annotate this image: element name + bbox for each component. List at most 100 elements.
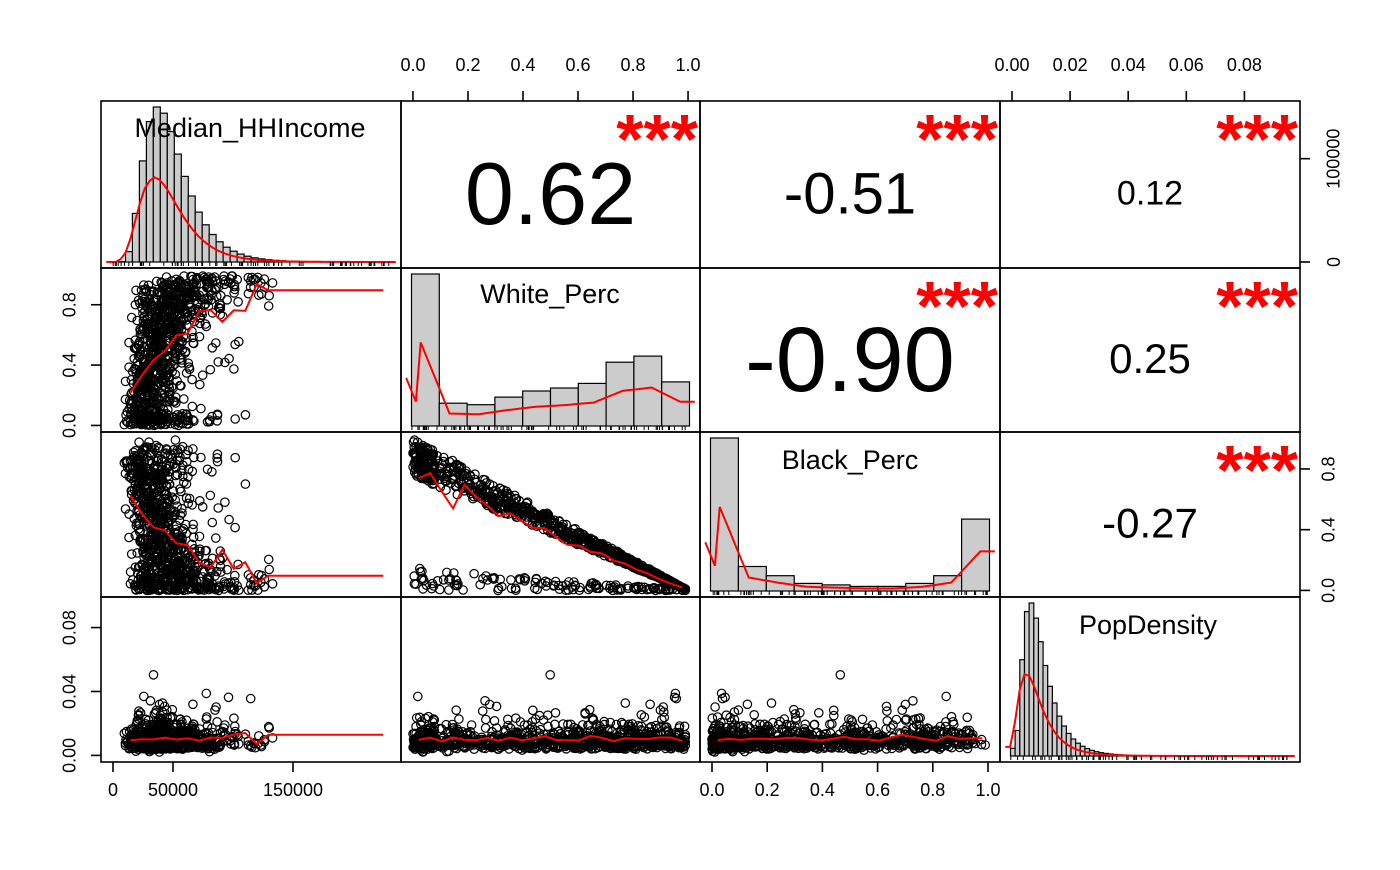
scatter-point — [154, 306, 165, 316]
scatter-point — [120, 376, 131, 387]
scatter-point — [212, 449, 223, 459]
scatter-point — [142, 482, 153, 493]
scatter-point — [139, 323, 149, 334]
scatter-point — [139, 280, 149, 290]
scatter-point — [147, 510, 157, 521]
scatter-point — [135, 374, 145, 384]
scatter-point — [174, 297, 184, 308]
scatter-point — [206, 295, 216, 305]
scatter-point — [185, 558, 196, 569]
scatter-point — [545, 669, 555, 680]
scatter-point — [188, 699, 198, 710]
scatter-point — [134, 339, 145, 350]
scatter-point — [120, 504, 131, 514]
scatter-point — [213, 357, 223, 367]
scatter-point — [131, 584, 141, 595]
scatter-point — [200, 319, 211, 329]
scatter-point — [183, 472, 193, 482]
scatter-point — [201, 688, 212, 699]
scatter-point — [153, 509, 164, 519]
scatter-point — [187, 401, 198, 412]
scatter-point — [163, 291, 174, 301]
scatter-point — [145, 695, 156, 706]
scatter-point — [142, 575, 153, 586]
scatter-point — [160, 392, 170, 403]
scatter-point — [502, 714, 513, 725]
scatter-point — [168, 459, 178, 470]
scatter-point — [177, 508, 187, 518]
scatter-point — [163, 353, 173, 363]
scatter-point — [147, 301, 157, 311]
scatter-point — [163, 509, 173, 520]
scatter-point — [146, 336, 156, 347]
scatter-point — [175, 353, 186, 363]
scatter-point — [169, 343, 180, 354]
scatter-point — [229, 279, 240, 290]
scatter-point — [147, 348, 157, 359]
scatter-point — [215, 303, 226, 314]
scatter-point — [223, 692, 234, 703]
scatter-point — [137, 560, 147, 571]
scatter-point — [469, 568, 479, 579]
scatter-point — [161, 448, 171, 458]
scatter-point — [205, 364, 216, 375]
scatter-point — [138, 474, 148, 484]
scatter-point — [188, 279, 198, 290]
scatter-point — [212, 453, 222, 463]
scatter-point — [124, 337, 134, 348]
scatter-point — [148, 286, 159, 296]
scatter-point — [132, 315, 142, 326]
scatter-point — [183, 358, 194, 368]
scatter-point — [224, 514, 234, 525]
scatter-point — [175, 510, 186, 520]
scatter-point — [200, 545, 211, 556]
scatter-point — [122, 456, 133, 466]
scatter-point — [135, 336, 145, 347]
scatter-point — [131, 473, 142, 483]
scatter-point — [174, 308, 185, 319]
scatter-point — [126, 549, 137, 559]
scatter-point — [264, 564, 274, 575]
scatter-point — [153, 555, 164, 566]
scatter-point — [164, 517, 174, 527]
scatter-point — [126, 312, 137, 323]
scatter-point — [142, 442, 153, 452]
scatter-point — [148, 463, 159, 474]
scatter-point — [120, 394, 131, 405]
scatter-point — [185, 302, 196, 313]
scatter-point — [134, 437, 144, 447]
scatter-point — [157, 461, 167, 472]
scatter-point — [267, 278, 278, 288]
scatter-point — [139, 543, 150, 554]
scatter-point — [205, 490, 216, 501]
scatter-point — [129, 580, 140, 590]
scatter-point — [199, 293, 210, 304]
scatter-point — [185, 282, 195, 293]
scatter-point — [412, 691, 423, 702]
smoother-line — [129, 282, 384, 394]
scatter-point — [170, 435, 181, 445]
scatter-point — [180, 556, 190, 567]
scatter-point — [181, 368, 192, 378]
scatter-point — [243, 585, 254, 595]
scatter-point — [169, 583, 180, 594]
scatter-point — [147, 538, 158, 548]
scatter-point — [835, 669, 846, 680]
scatter-point — [170, 470, 181, 481]
scatter-point — [147, 584, 157, 595]
scatter-point — [229, 713, 239, 723]
scatter-point — [234, 585, 244, 595]
scatter-point — [527, 705, 538, 716]
scatter-point — [173, 323, 183, 333]
scatter-point — [188, 524, 198, 534]
scatter-point — [159, 467, 170, 477]
scatter-point — [243, 272, 254, 283]
scatter-point — [172, 376, 182, 386]
scatter-point — [209, 272, 220, 282]
scatter-point — [161, 304, 172, 314]
scatter-point — [177, 358, 187, 368]
scatter-point — [204, 584, 214, 595]
scatter-point — [163, 566, 174, 576]
scatter-point — [195, 495, 205, 506]
scatter-point — [149, 402, 159, 413]
